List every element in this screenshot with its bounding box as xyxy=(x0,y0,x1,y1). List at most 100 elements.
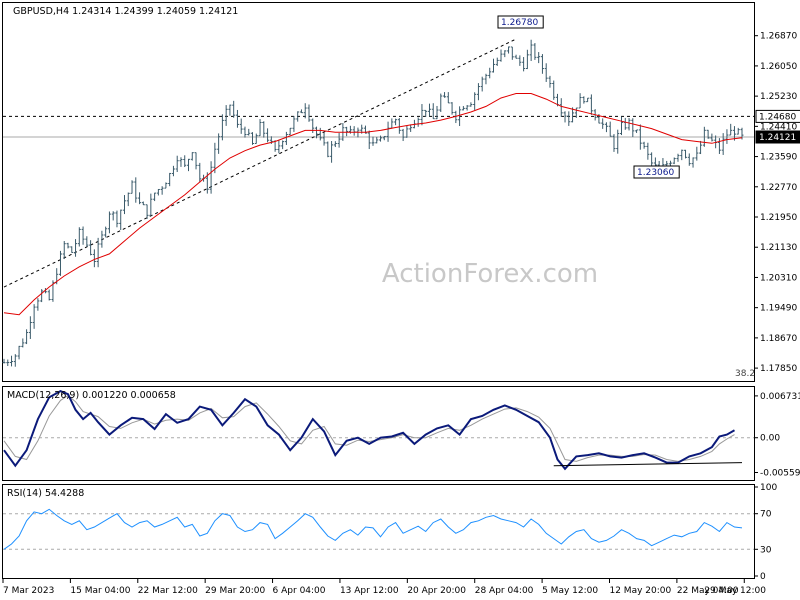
ohlc-bar xyxy=(13,354,17,367)
ohlc-bar xyxy=(507,46,511,54)
ohlc-bar xyxy=(488,67,492,79)
ohlc-bar xyxy=(220,114,224,141)
ohlc-bar xyxy=(115,210,119,228)
x-tick-label: 29 May 12:00 xyxy=(704,586,766,596)
ohlc-bar xyxy=(25,329,29,345)
ohlc-bar xyxy=(589,94,593,115)
x-tick-label: 6 Apr 04:00 xyxy=(273,586,326,596)
price-y-tick-label: 1.21130 xyxy=(760,243,797,253)
ohlc-bar xyxy=(243,126,247,138)
ohlc-bar xyxy=(168,172,172,187)
ohlc-bar xyxy=(706,129,710,139)
ohlc-bar xyxy=(635,129,639,133)
ohlc-bar xyxy=(6,359,10,367)
ohlc-bar xyxy=(70,246,74,253)
ohlc-bar xyxy=(461,106,465,111)
macd-y-tick-label: 0.00 xyxy=(760,434,780,444)
ohlc-bar xyxy=(183,155,187,168)
x-axis: 7 Mar 2023 15 Mar 04:00 22 Mar 12:00 29 Mar… xyxy=(2,579,766,596)
ohlc-bar xyxy=(81,226,85,245)
x-tick-label: 13 Apr 12:00 xyxy=(340,586,399,596)
rsi-y-tick-label: 70 xyxy=(760,510,772,520)
ohlc-bar xyxy=(476,83,480,101)
ohlc-bar xyxy=(209,161,213,194)
ohlc-bar xyxy=(454,110,458,124)
ohlc-bar xyxy=(668,160,672,166)
macd-y-tick-label: 0.006731 xyxy=(760,392,800,402)
ohlc-bar xyxy=(702,126,706,147)
ohlc-bar xyxy=(164,182,168,189)
ohlc-bar xyxy=(40,289,44,303)
x-tick-label: 15 Mar 04:00 xyxy=(70,586,130,596)
ohlc-bar xyxy=(522,57,526,72)
price-y-tick-label: 1.26870 xyxy=(760,32,797,42)
ohlc-bar xyxy=(484,73,488,85)
rsi-y-tick-label: 0 xyxy=(760,572,766,582)
price-panel-frame xyxy=(2,2,755,382)
ohlc-bar xyxy=(601,118,605,129)
ohlc-bar xyxy=(586,97,590,103)
ohlc-bar xyxy=(680,149,684,161)
rsi-panel-frame xyxy=(2,484,755,579)
ohlc-bar xyxy=(439,93,443,113)
high-label: 1.26780 xyxy=(501,18,538,28)
ohlc-bar xyxy=(616,129,620,154)
ohlc-bar xyxy=(326,141,330,158)
ohlc-bar xyxy=(552,80,556,100)
rsi-y-tick-label: 30 xyxy=(760,545,772,555)
moving-average-line xyxy=(3,93,743,316)
price-plot xyxy=(2,38,754,367)
ohlc-bar xyxy=(450,102,454,115)
ohlc-bar xyxy=(333,141,337,148)
ohlc-bar xyxy=(533,43,537,60)
x-tick-label: 22 May 04:00 xyxy=(677,586,739,596)
macd-signal-line xyxy=(3,394,735,462)
ohlc-bar xyxy=(736,127,740,135)
x-tick-label: 20 Apr 20:00 xyxy=(407,586,466,596)
ohlc-bar xyxy=(119,209,123,230)
ohlc-bar xyxy=(495,57,499,66)
ohlc-bar xyxy=(537,52,541,64)
ohlc-bar xyxy=(608,121,612,137)
ohlc-bar xyxy=(435,105,439,120)
ohlc-bar xyxy=(420,104,424,126)
ohlc-bar xyxy=(288,127,292,136)
x-tick-label: 28 Apr 04:00 xyxy=(475,586,534,596)
ohlc-bar xyxy=(367,130,371,150)
ohlc-bar xyxy=(130,180,134,194)
ohlc-bar xyxy=(518,55,522,66)
ohlc-bar xyxy=(299,109,303,114)
ohlc-bar xyxy=(85,236,89,247)
ohlc-bar xyxy=(582,96,586,104)
rsi-panel-title: RSI(14) 54.4288 xyxy=(7,488,84,499)
ohlc-bar xyxy=(28,316,32,339)
ohlc-bar xyxy=(74,239,78,257)
ohlc-bar xyxy=(401,128,405,142)
ohlc-bar xyxy=(122,195,126,215)
rsi-plot xyxy=(3,508,743,550)
ohlc-bar xyxy=(217,133,221,154)
ohlc-bar xyxy=(77,227,81,247)
ohlc-bar xyxy=(574,107,578,118)
current-price-label: 1.24121 xyxy=(759,133,796,143)
ohlc-bar xyxy=(171,165,175,177)
price-y-tick-label: 1.20310 xyxy=(760,273,797,283)
ohlc-bar xyxy=(612,134,616,152)
ohlc-bar xyxy=(732,126,736,141)
ohlc-bar xyxy=(548,75,552,88)
ohlc-bar xyxy=(145,204,149,219)
ohlc-bar xyxy=(258,119,262,137)
ohlc-bar xyxy=(499,49,503,62)
ohlc-bar xyxy=(458,106,462,126)
ohlc-bar xyxy=(729,123,733,136)
ohlc-bar xyxy=(642,141,646,149)
price-y-tick-label: 1.21950 xyxy=(760,213,797,223)
ohlc-bar xyxy=(307,104,311,122)
ohlc-bar xyxy=(107,211,111,234)
rsi-line xyxy=(3,508,743,550)
x-tick-label: 7 Mar 2023 xyxy=(3,586,54,596)
ohlc-bar xyxy=(153,192,157,202)
low-label: 1.23060 xyxy=(637,168,674,178)
ohlc-bar xyxy=(322,132,326,146)
macd-line xyxy=(3,389,735,471)
